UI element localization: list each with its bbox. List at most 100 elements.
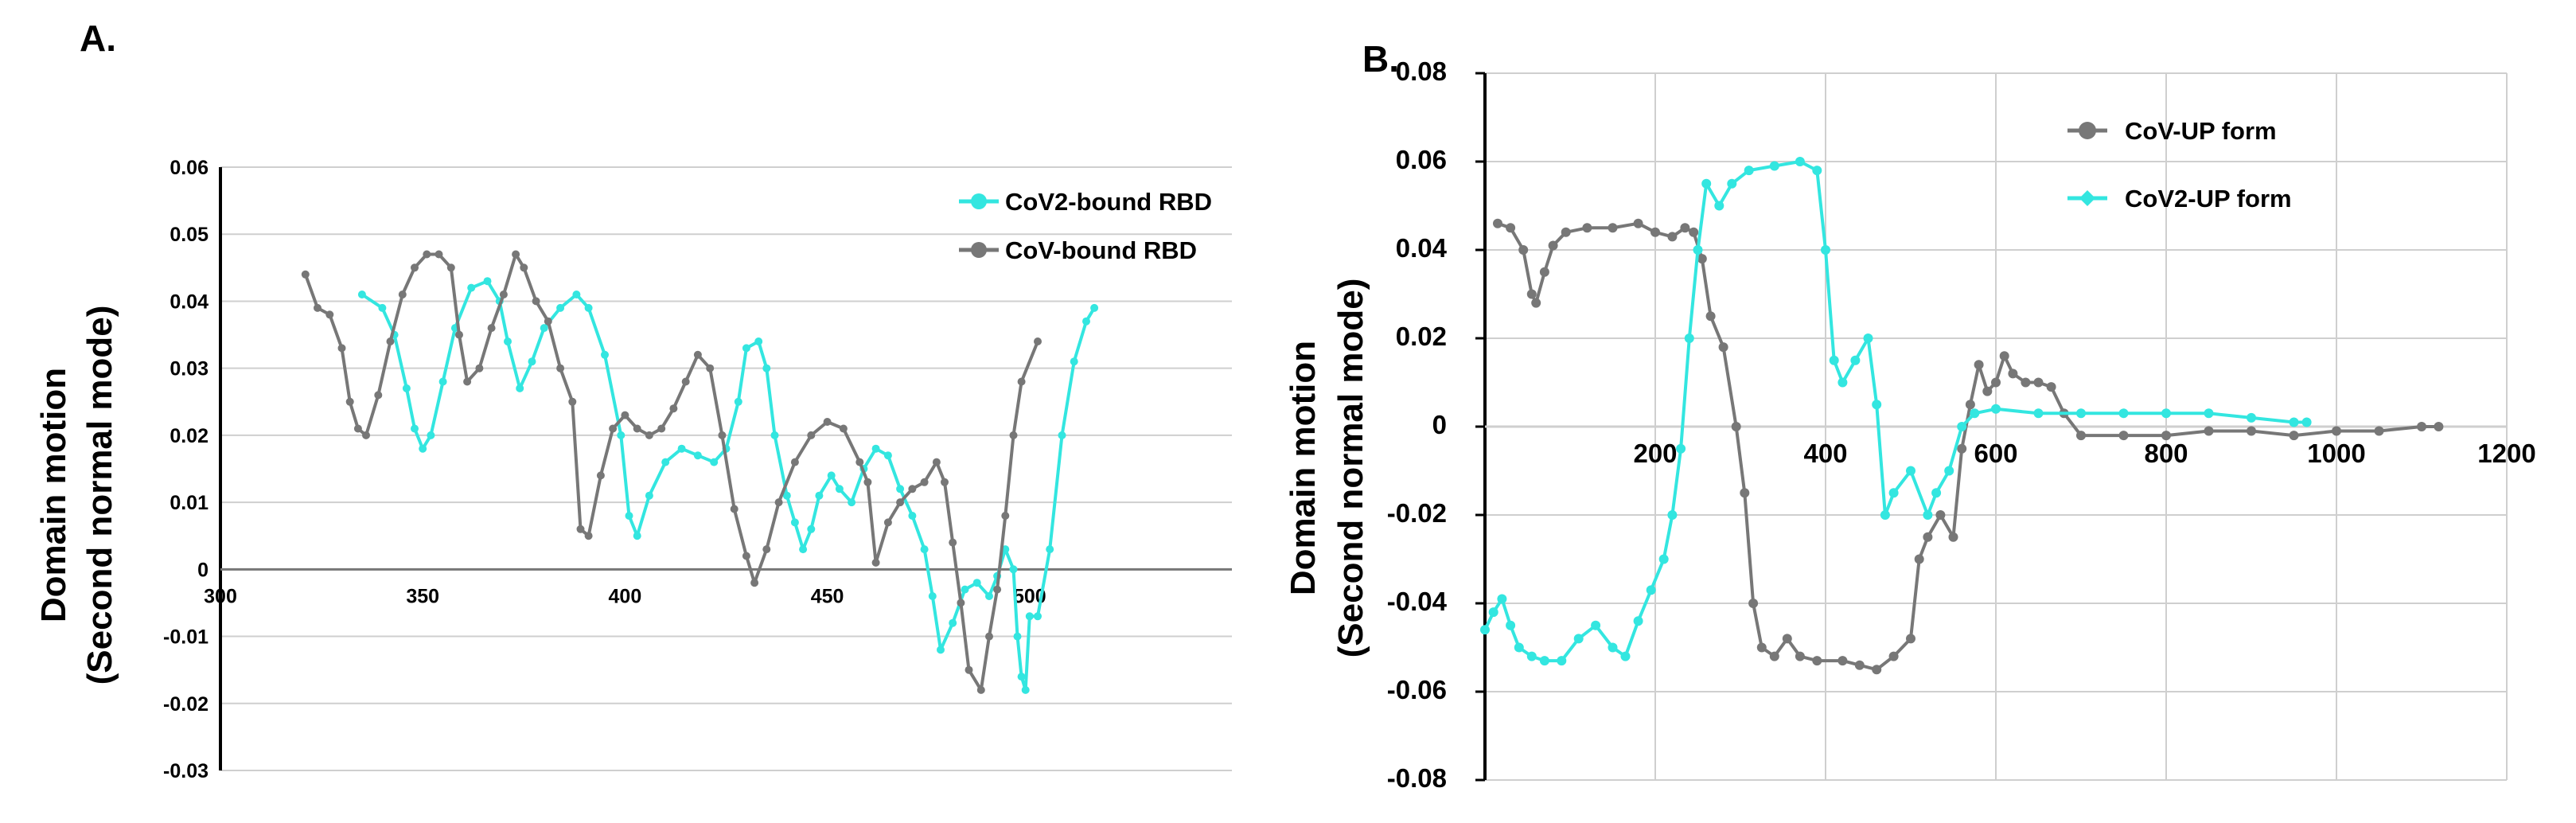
data-point-cov-up-form [1506,223,1516,233]
data-point-cov2-bound-rbd [633,532,641,540]
legend-swatch-cov2-up-marker [2079,190,2095,206]
data-point-cov-up-form [1854,660,1865,670]
legend-label-cov-bound-rbd: CoV-bound RBD [1005,236,1197,264]
data-point-cov-up-form [1731,422,1741,431]
data-point-cov2-bound-rbd [584,303,593,312]
data-point-cov-up-form [1965,400,1975,410]
data-point-cov2-up-form [1714,201,1724,211]
data-point-cov2-up-form [2161,408,2171,419]
data-point-cov-bound-rbd [398,291,407,298]
data-point-cov2-up-form [1931,488,1942,498]
data-point-cov-up-form [1795,651,1805,661]
data-point-cov2-bound-rbd [754,337,763,345]
data-point-cov2-up-form [1795,157,1805,166]
panel-a-chart: A. -0.03 -0.02 -0.01 0 0.01 0.02 0.03 0.04 0.05 0… [34,18,1232,782]
data-point-cov-bound-rbd [512,250,520,259]
y-tick-label: -0.02 [1387,498,1447,528]
data-point-cov-up-form [1906,634,1915,644]
data-point-cov2-bound-rbd [734,397,742,406]
data-point-cov2-up-form [1812,166,1822,176]
data-point-cov-bound-rbd [896,498,905,507]
panel-b-label: B. [1362,38,1399,80]
data-point-cov2-bound-rbd [827,471,836,480]
panel-a-y-ticks: -0.03 -0.02 -0.01 0 0.01 0.02 0.03 0.04 0.05 0.06 [163,157,208,782]
data-point-cov2-up-form [1863,333,1873,343]
data-point-cov-bound-rbd [633,424,641,433]
data-point-cov2-up-form [1744,166,1754,176]
data-point-cov-bound-rbd [345,397,354,406]
x-tick-label: 450 [811,585,844,607]
data-point-cov2-bound-rbd [467,283,476,292]
data-point-cov2-up-form [1497,594,1507,604]
data-point-cov2-bound-rbd [419,444,427,453]
data-point-cov2-up-form [1880,510,1890,520]
series-line-cov2-bound-rbd [360,279,1096,692]
data-point-cov2-bound-rbd [790,518,799,527]
data-point-cov2-up-form [2076,408,2086,419]
data-point-cov2-up-form [1514,642,1524,653]
data-point-cov-up-form [2247,426,2256,436]
x-tick-label: 1000 [2307,439,2365,468]
data-point-cov-bound-rbd [1017,377,1026,386]
data-point-cov2-up-form [1526,651,1537,661]
data-point-cov-up-form [1756,642,1767,653]
data-point-cov2-up-form [1769,161,1779,171]
data-point-cov-up-form [1837,656,1848,666]
data-point-cov-bound-rbd [669,404,678,413]
y-tick-label: -0.01 [163,626,208,649]
data-point-cov-up-form [1680,223,1690,233]
data-point-cov-bound-rbd [941,478,949,486]
data-point-cov2-bound-rbd [710,458,719,466]
data-point-cov-up-form [1548,240,1558,251]
data-point-cov-up-form [1561,227,1571,237]
data-point-cov-bound-rbd [520,263,528,272]
data-point-cov-bound-rbd [883,518,892,527]
data-point-cov2-bound-rbd [411,424,419,433]
data-point-cov2-up-form [1888,488,1899,498]
data-point-cov-up-form [2332,426,2341,436]
x-tick-label: 300 [204,585,237,607]
data-point-cov-bound-rbd [823,418,832,426]
data-point-cov-up-form [2076,431,2086,441]
panel-b-y-label-line1: Domain motion [1284,341,1323,595]
data-point-cov-bound-rbd [855,458,864,466]
series-line-cov2-up-form [1483,160,2307,663]
x-tick-label: 1200 [2477,439,2535,468]
data-point-cov-up-form [1493,218,1502,228]
x-tick-label: 350 [406,585,439,607]
panel-b-axes [1475,72,2507,782]
panel-a-label: A. [80,18,116,59]
data-point-cov2-up-form [1573,634,1584,644]
data-point-cov2-bound-rbd [516,384,524,392]
data-point-cov-up-form [1812,656,1822,666]
data-point-cov2-up-form [1829,355,1839,365]
data-point-cov2-bound-rbd [645,491,653,500]
data-point-cov-bound-rbd [576,525,585,533]
data-point-cov2-bound-rbd [572,291,581,298]
data-point-cov-bound-rbd [807,431,816,439]
legend-label-cov2-bound-rbd: CoV2-bound RBD [1005,188,1212,216]
data-point-cov-bound-rbd [423,250,431,259]
data-point-cov2-up-form [1923,510,1933,520]
data-point-cov-bound-rbd [374,391,383,400]
data-point-cov2-bound-rbd [1070,357,1078,366]
y-tick-label: 0.05 [170,224,208,246]
data-point-cov-bound-rbd [435,250,443,259]
legend-swatch-cov-bound-marker [971,242,987,258]
data-point-cov-up-form [2021,377,2031,388]
data-point-cov-up-form [1689,227,1699,237]
data-point-cov2-bound-rbd [908,512,917,520]
data-point-cov-bound-rbd [645,431,653,439]
data-point-cov2-bound-rbd [1025,612,1034,621]
data-point-cov2-up-form [1944,466,1954,476]
data-point-cov-bound-rbd [609,424,618,433]
data-point-cov2-up-form [1667,510,1678,520]
data-point-cov2-up-form [1957,422,1967,431]
data-point-cov2-bound-rbd [528,357,536,366]
data-point-cov-up-form [2417,422,2426,431]
data-point-cov-up-form [1982,386,1993,396]
data-point-cov2-bound-rbd [483,277,492,286]
data-point-cov-bound-rbd [993,585,1002,594]
data-point-cov2-bound-rbd [1017,673,1026,681]
panel-a-axes [219,167,1232,770]
